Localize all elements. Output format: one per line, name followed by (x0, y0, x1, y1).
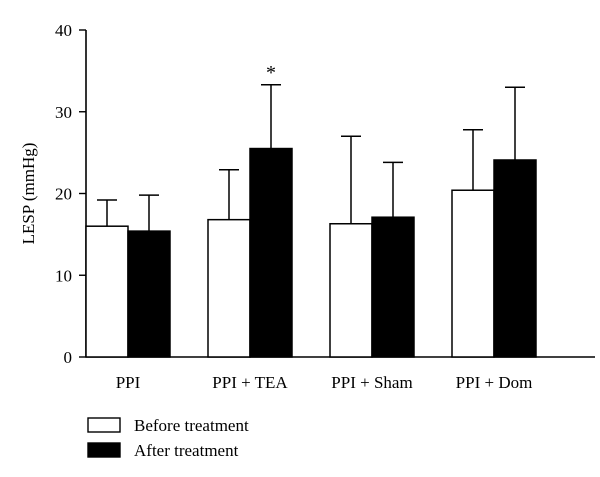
category-label: PPI + TEA (212, 373, 288, 392)
significance-star: * (266, 62, 276, 84)
y-tick-label: 0 (64, 348, 73, 367)
legend-swatch-after (87, 442, 121, 458)
legend-swatch-before (87, 417, 121, 433)
chart-bars (85, 84, 537, 358)
after-bar (249, 147, 293, 358)
after-bar (127, 230, 171, 358)
y-tick-label: 10 (55, 266, 72, 285)
before-bar (207, 218, 251, 358)
category-label: PPI + Sham (331, 373, 412, 392)
before-bar (329, 222, 373, 358)
after-bar (371, 216, 415, 358)
before-bar (85, 225, 129, 358)
before-bar (451, 189, 495, 358)
y-tick-label: 20 (55, 185, 72, 204)
after-bar (493, 159, 537, 358)
chart-legend: Before treatment After treatment (87, 416, 249, 460)
legend-label-after: After treatment (134, 441, 239, 460)
y-axis-title: LESP (mmHg) (19, 143, 38, 245)
category-label: PPI + Dom (456, 373, 533, 392)
y-tick-label: 40 (55, 21, 72, 40)
y-tick-label: 30 (55, 103, 72, 122)
chart-labels: 0 10 20 30 40 LESP (mmHg) PPI PPI + TEA PPI + Sh… (19, 21, 532, 392)
category-label: PPI (116, 373, 141, 392)
legend-label-before: Before treatment (134, 416, 249, 435)
